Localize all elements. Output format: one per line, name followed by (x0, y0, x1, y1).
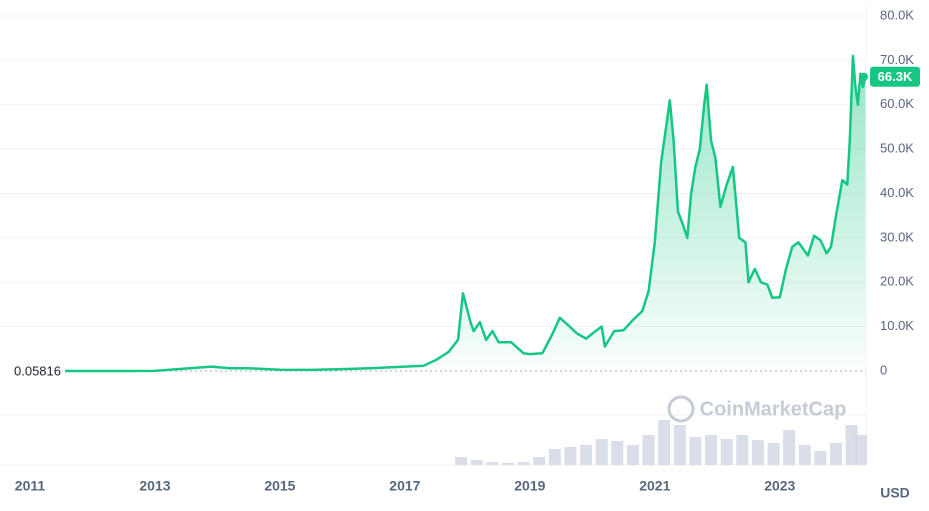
volume-bar (595, 439, 608, 465)
x-tick-label: 2011 (15, 478, 46, 494)
volume-bar (564, 447, 577, 465)
last-price-label: 66.3K (878, 69, 913, 84)
start-price-label: 0.05816 (14, 363, 61, 378)
volume-bar (814, 451, 827, 465)
volume-bar (470, 460, 483, 465)
volume-bar (533, 457, 546, 465)
y-tick-label: 80.0K (880, 7, 914, 22)
y-tick-label: 60.0K (880, 96, 914, 111)
volume-bar (767, 443, 780, 465)
volume-bar (626, 445, 639, 465)
price-area (64, 55, 866, 372)
volume-bar (720, 439, 733, 465)
x-tick-label: 2021 (639, 478, 670, 494)
y-tick-label: 70.0K (880, 52, 914, 67)
volume-bar (642, 435, 655, 465)
y-tick-label: 50.0K (880, 141, 914, 156)
y-tick-label: 40.0K (880, 185, 914, 200)
volume-bar (798, 445, 811, 465)
volume-bar (705, 435, 718, 465)
volume-bar (517, 462, 530, 465)
x-tick-label: 2019 (514, 478, 545, 494)
y-tick-label: 0 (880, 362, 887, 377)
volume-bar (611, 441, 624, 465)
x-tick-label: 2013 (139, 478, 170, 494)
currency-label: USD (880, 485, 910, 501)
last-price-dot (860, 72, 868, 81)
volume-bar (689, 437, 702, 465)
x-tick-label: 2017 (389, 478, 420, 494)
y-tick-label: 10.0K (880, 318, 914, 333)
watermark: CoinMarketCap (700, 398, 847, 420)
volume-bar (736, 435, 749, 465)
volume-bar (751, 440, 764, 465)
volume-bar (673, 425, 686, 465)
x-tick-label: 2015 (264, 478, 295, 494)
volume-bar (845, 425, 858, 465)
volume-bar (783, 430, 796, 465)
x-tick-label: 2023 (764, 478, 795, 494)
watermark-logo (667, 395, 695, 423)
volume-bar (486, 462, 499, 465)
volume-bar (548, 449, 561, 465)
y-tick-label: 30.0K (880, 229, 914, 244)
volume-bar (580, 445, 593, 465)
price-line (65, 54, 867, 373)
volume-bar (855, 435, 868, 465)
volume-bar (658, 420, 671, 465)
volume-bar (455, 457, 468, 465)
volume-bar (830, 443, 843, 465)
y-tick-label: 20.0K (880, 274, 914, 289)
volume-bar (501, 463, 514, 465)
last-price-badge (870, 66, 920, 87)
